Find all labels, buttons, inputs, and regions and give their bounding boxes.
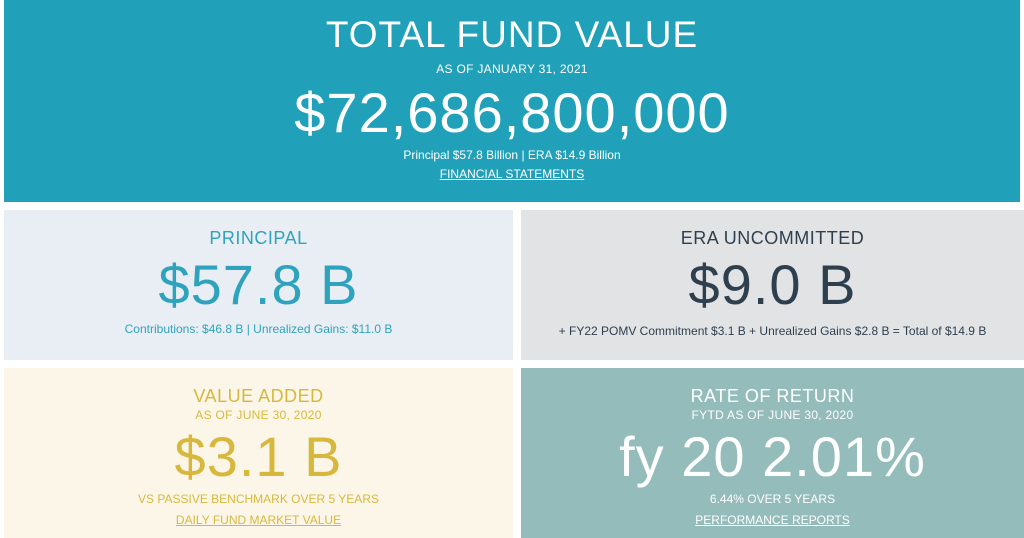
value-added-note: VS PASSIVE BENCHMARK OVER 5 YEARS xyxy=(138,492,379,506)
value-added-label: VALUE ADDED xyxy=(193,386,324,406)
rate-of-return-amount: fy 20 2.01% xyxy=(619,425,926,488)
total-fund-value-title: TOTAL FUND VALUE xyxy=(325,14,699,55)
era-uncommitted-amount: $9.0 B xyxy=(688,253,857,316)
value-added-card: VALUE ADDED AS OF JUNE 30, 2020 $3.1 B V… xyxy=(4,368,513,538)
financial-statements-link-wrap: FINANCIAL STATEMENTS xyxy=(4,167,1020,181)
principal-label: PRINCIPAL xyxy=(209,228,308,248)
era-uncommitted-breakdown: + FY22 POMV Commitment $3.1 B + Unrealiz… xyxy=(558,324,987,338)
total-fund-value-breakdown: Principal $57.8 Billion | ERA $14.9 Bill… xyxy=(403,148,621,162)
value-added-as-of: AS OF JUNE 30, 2020 xyxy=(195,408,322,422)
rate-of-return-label: RATE OF RETURN xyxy=(690,386,855,406)
total-fund-value-as-of: AS OF JANUARY 31, 2021 xyxy=(436,62,588,76)
performance-reports-link-wrap: PERFORMANCE REPORTS xyxy=(521,513,1024,527)
rate-of-return-as-of: FYTD AS OF JUNE 30, 2020 xyxy=(691,408,854,422)
daily-fund-market-value-link-wrap: DAILY FUND MARKET VALUE xyxy=(4,513,513,527)
rate-of-return-note: 6.44% OVER 5 YEARS xyxy=(709,492,836,506)
era-uncommitted-label: ERA UNCOMMITTED xyxy=(680,228,865,248)
financial-statements-link[interactable]: FINANCIAL STATEMENTS xyxy=(439,167,585,181)
daily-fund-market-value-link[interactable]: DAILY FUND MARKET VALUE xyxy=(175,513,342,527)
rate-of-return-card: RATE OF RETURN FYTD AS OF JUNE 30, 2020 … xyxy=(521,368,1024,538)
performance-reports-link[interactable]: PERFORMANCE REPORTS xyxy=(695,513,850,527)
principal-breakdown: Contributions: $46.8 B | Unrealized Gain… xyxy=(124,322,393,336)
total-fund-value-banner: TOTAL FUND VALUE AS OF JANUARY 31, 2021 … xyxy=(4,0,1020,202)
total-fund-value-amount: $72,686,800,000 xyxy=(294,81,730,144)
era-uncommitted-card: ERA UNCOMMITTED $9.0 B + FY22 POMV Commi… xyxy=(521,210,1024,360)
value-added-amount: $3.1 B xyxy=(174,425,343,488)
principal-card: PRINCIPAL $57.8 B Contributions: $46.8 B… xyxy=(4,210,513,360)
principal-amount: $57.8 B xyxy=(158,253,359,316)
